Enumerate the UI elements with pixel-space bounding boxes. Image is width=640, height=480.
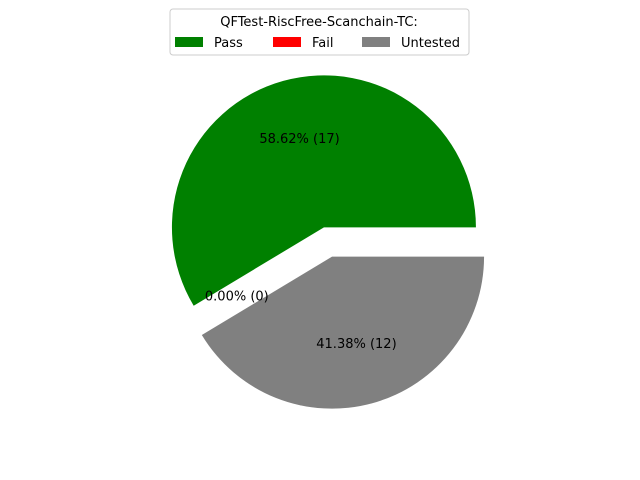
legend-entries: Pass Fail Untested	[175, 36, 460, 51]
legend-box	[169, 8, 470, 56]
legend-swatch-fail	[273, 37, 301, 47]
slice-untested	[201, 256, 485, 409]
legend: QFTest-RiscFree-Scanchain-TC: Pass Fail Un…	[169, 8, 470, 56]
slice-label-fail: 0.00% (0)	[205, 289, 269, 304]
slice-label-pass: 58.62% (17)	[259, 132, 339, 147]
legend-swatch-untested	[362, 37, 390, 47]
legend-title: QFTest-RiscFree-Scanchain-TC:	[220, 15, 418, 30]
slice-pass	[171, 75, 476, 306]
slice-label-untested: 41.38% (12)	[316, 337, 396, 352]
legend-label-untested: Untested	[401, 36, 460, 51]
pie-slice-labels: 58.62% (17) 0.00% (0) 41.38% (12)	[205, 132, 397, 352]
legend-label-pass: Pass	[214, 36, 243, 51]
legend-label-fail: Fail	[312, 36, 333, 51]
legend-swatch-pass	[175, 37, 203, 47]
pie-slices	[171, 75, 485, 409]
